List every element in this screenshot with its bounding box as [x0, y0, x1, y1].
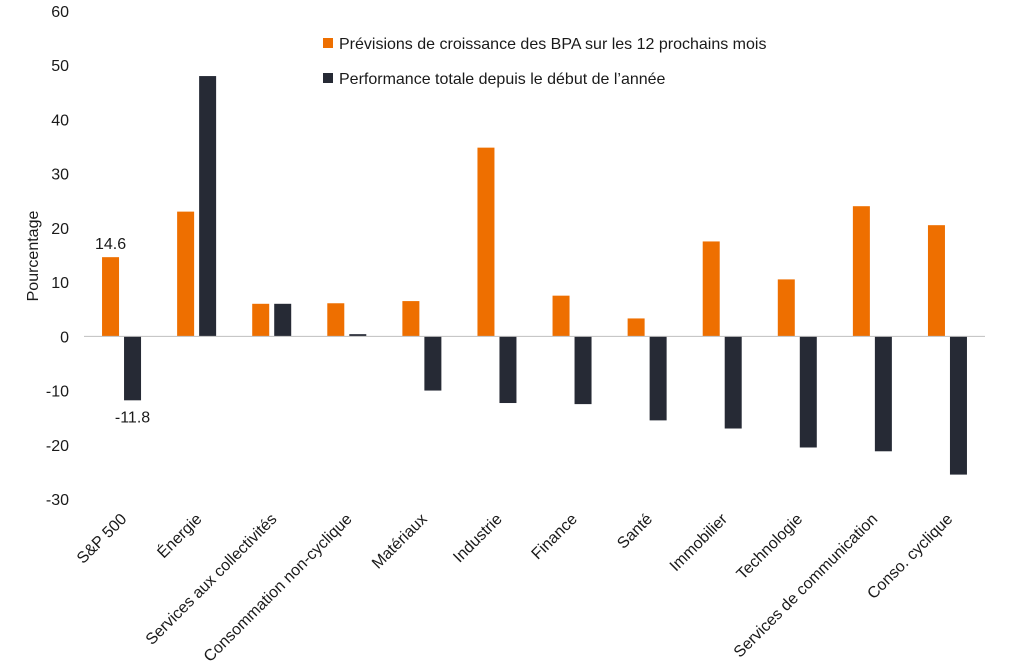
y-tick-label: -30: [46, 492, 69, 509]
legend-label-eps: Prévisions de croissance des BPA sur les…: [339, 36, 766, 53]
bar-ytd-performance: [724, 336, 742, 429]
bar-eps-growth: [552, 295, 570, 337]
y-tick-label: 40: [51, 112, 69, 129]
bar-ytd-performance: [349, 334, 367, 337]
category-label: Services de communication: [731, 511, 881, 661]
y-tick-label: 0: [60, 329, 69, 346]
y-tick-label: -20: [46, 438, 69, 455]
bar-ytd-performance: [124, 336, 142, 401]
data-labels: 14.6 -11.8: [95, 236, 150, 426]
category-label: Services aux collectivités: [143, 511, 281, 649]
bar-eps-growth: [702, 241, 720, 337]
y-axis-label: Pourcentage: [25, 211, 42, 302]
bar-ytd-performance: [799, 336, 817, 448]
category-label: Industrie: [450, 511, 505, 566]
bar-ytd-performance: [874, 336, 892, 452]
bar-ytd-performance: [499, 336, 517, 404]
category-label: Matériaux: [369, 511, 431, 573]
y-axis-ticks: 60 50 40 30 20 10 0 -10 -20 -30: [46, 4, 69, 509]
y-tick-label: 20: [51, 221, 69, 238]
bar-ytd-performance: [274, 303, 292, 337]
bars: [102, 76, 967, 475]
bar-eps-growth: [327, 303, 345, 337]
y-tick-label: 60: [51, 4, 69, 21]
bar-ytd-performance: [649, 336, 667, 421]
y-tick-label: 30: [51, 167, 69, 184]
category-label: Énergie: [153, 509, 206, 562]
y-tick-label: 10: [51, 275, 69, 292]
y-tick-label: 50: [51, 58, 69, 75]
bar-eps-growth: [927, 225, 945, 337]
bar-eps-growth: [402, 301, 420, 337]
category-label: Technologie: [734, 511, 806, 583]
data-label: 14.6: [95, 236, 126, 253]
category-label: Immobilier: [667, 510, 732, 575]
bar-ytd-performance: [199, 76, 217, 337]
bar-eps-growth: [102, 257, 120, 337]
bar-eps-growth: [627, 318, 645, 337]
y-tick-label: -10: [46, 384, 69, 401]
category-label: Santé: [614, 511, 656, 553]
bar-ytd-performance: [949, 336, 967, 475]
bar-ytd-performance: [574, 336, 592, 405]
bar-eps-growth: [477, 147, 495, 337]
bar-eps-growth: [252, 303, 270, 337]
legend-swatch-performance: [323, 73, 333, 83]
bar-ytd-performance: [424, 336, 442, 391]
bar-eps-growth: [177, 211, 195, 337]
category-label: Consommation non-cyclique: [201, 511, 356, 666]
legend: Prévisions de croissance des BPA sur les…: [323, 36, 766, 88]
legend-swatch-eps: [323, 38, 333, 48]
legend-label-performance: Performance totale depuis le début de l’…: [339, 71, 666, 88]
category-label: Finance: [529, 511, 581, 563]
bar-eps-growth: [852, 206, 870, 337]
data-label: -11.8: [115, 409, 150, 426]
bar-eps-growth: [777, 279, 795, 337]
category-label: S&P 500: [74, 511, 131, 568]
